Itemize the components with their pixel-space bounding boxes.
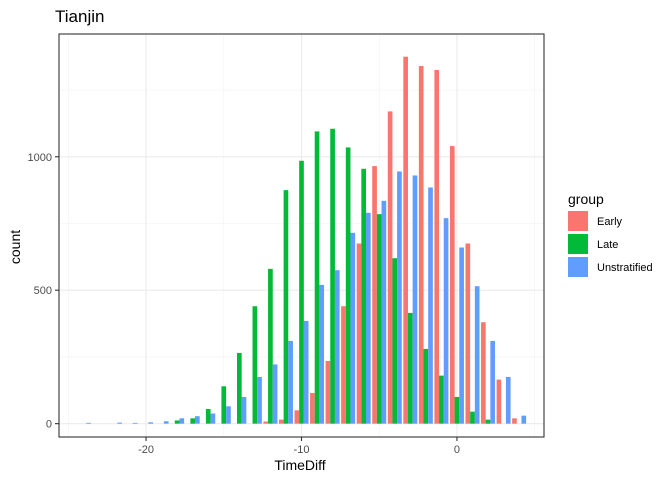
bar-unstratified--10 <box>303 320 309 424</box>
bar-unstratified--19 <box>163 421 169 424</box>
y-tick-label: 500 <box>34 285 52 297</box>
bar-late--2 <box>423 348 429 424</box>
bar-early--6 <box>356 243 362 424</box>
bar-late--16 <box>205 408 211 424</box>
bar-unstratified-2 <box>490 340 496 424</box>
bar-late-0 <box>454 396 460 424</box>
legend-label-unstratified: Unstratified <box>597 262 653 274</box>
bar-late-1 <box>470 411 475 424</box>
bar-unstratified--12 <box>272 364 278 424</box>
bar-late--3 <box>407 312 413 424</box>
bar-late--18 <box>174 420 180 424</box>
bar-early--3 <box>403 56 408 424</box>
bar-unstratified-4 <box>521 415 527 424</box>
bar-unstratified--21 <box>132 422 138 424</box>
bar-unstratified--3 <box>412 175 418 424</box>
bar-unstratified--17 <box>195 416 200 424</box>
bar-late--4 <box>392 258 398 424</box>
legend-title: group <box>568 191 604 207</box>
bar-late--8 <box>330 128 335 424</box>
y-tick-label: 0 <box>46 419 52 431</box>
bar-unstratified--22 <box>117 422 122 424</box>
bar-early-0 <box>449 146 455 424</box>
bar-late--10 <box>299 160 304 424</box>
bar-late--13 <box>252 306 258 424</box>
bar-unstratified--5 <box>381 200 387 424</box>
bar-early-2 <box>481 322 486 424</box>
bar-early--8 <box>325 360 331 424</box>
x-tick-label: -10 <box>294 444 310 456</box>
bar-late--7 <box>345 147 351 424</box>
x-tick-label: 0 <box>454 444 460 456</box>
chart-title: Tianjin <box>55 7 104 26</box>
bar-early--7 <box>341 306 346 424</box>
bar-unstratified--20 <box>148 422 154 424</box>
bar-early--1 <box>434 70 440 424</box>
bar-late--14 <box>236 352 242 424</box>
bar-unstratified-3 <box>505 376 511 424</box>
bar-unstratified--6 <box>366 212 371 424</box>
bar-late--17 <box>190 418 196 424</box>
bar-unstratified--11 <box>288 340 293 424</box>
bar-early-1 <box>465 243 471 424</box>
bar-unstratified--9 <box>319 284 325 424</box>
legend-key-early <box>568 211 588 231</box>
plot-panel: -20 -10 0 0 500 1000 <box>28 33 545 456</box>
x-tick-label: -20 <box>138 444 154 456</box>
bar-late--12 <box>268 268 273 424</box>
bar-unstratified--16 <box>210 413 216 424</box>
legend-label-late: Late <box>597 239 618 251</box>
bar-late--11 <box>283 190 289 424</box>
bar-early--10 <box>294 410 300 424</box>
bar-early--2 <box>418 66 424 424</box>
bar-unstratified--24 <box>86 422 91 424</box>
y-tick-label: 1000 <box>28 152 52 164</box>
bar-early-4 <box>512 418 517 424</box>
y-axis-title: count <box>7 230 23 264</box>
legend-label-early: Early <box>597 216 623 228</box>
bar-early--12 <box>263 421 269 424</box>
bar-late-2 <box>485 419 491 424</box>
bar-early-3 <box>496 379 502 424</box>
bar-late--6 <box>361 168 367 424</box>
bar-unstratified--13 <box>257 376 262 424</box>
bar-unstratified--15 <box>226 406 231 424</box>
legend-key-unstratified <box>568 257 588 277</box>
bar-unstratified-1 <box>474 286 480 424</box>
bar-late--15 <box>221 386 227 424</box>
x-axis-title: TimeDiff <box>274 457 325 473</box>
bar-late--9 <box>314 131 320 424</box>
bar-early--5 <box>372 166 377 424</box>
bar-unstratified--14 <box>241 396 247 424</box>
bar-unstratified--8 <box>334 270 340 424</box>
bar-early--11 <box>278 419 284 424</box>
bar-unstratified--1 <box>443 218 449 424</box>
bar-early--4 <box>387 111 393 424</box>
bar-unstratified-0 <box>459 247 464 424</box>
bar-unstratified--7 <box>350 232 356 424</box>
legend: group Early Late Unstratified <box>568 191 653 277</box>
bar-late--1 <box>439 375 444 424</box>
bar-late--5 <box>376 214 382 424</box>
bar-unstratified--2 <box>428 187 433 424</box>
legend-key-late <box>568 234 588 254</box>
bar-early--9 <box>310 392 315 424</box>
bar-unstratified--4 <box>397 171 402 424</box>
bar-unstratified--18 <box>179 418 185 424</box>
